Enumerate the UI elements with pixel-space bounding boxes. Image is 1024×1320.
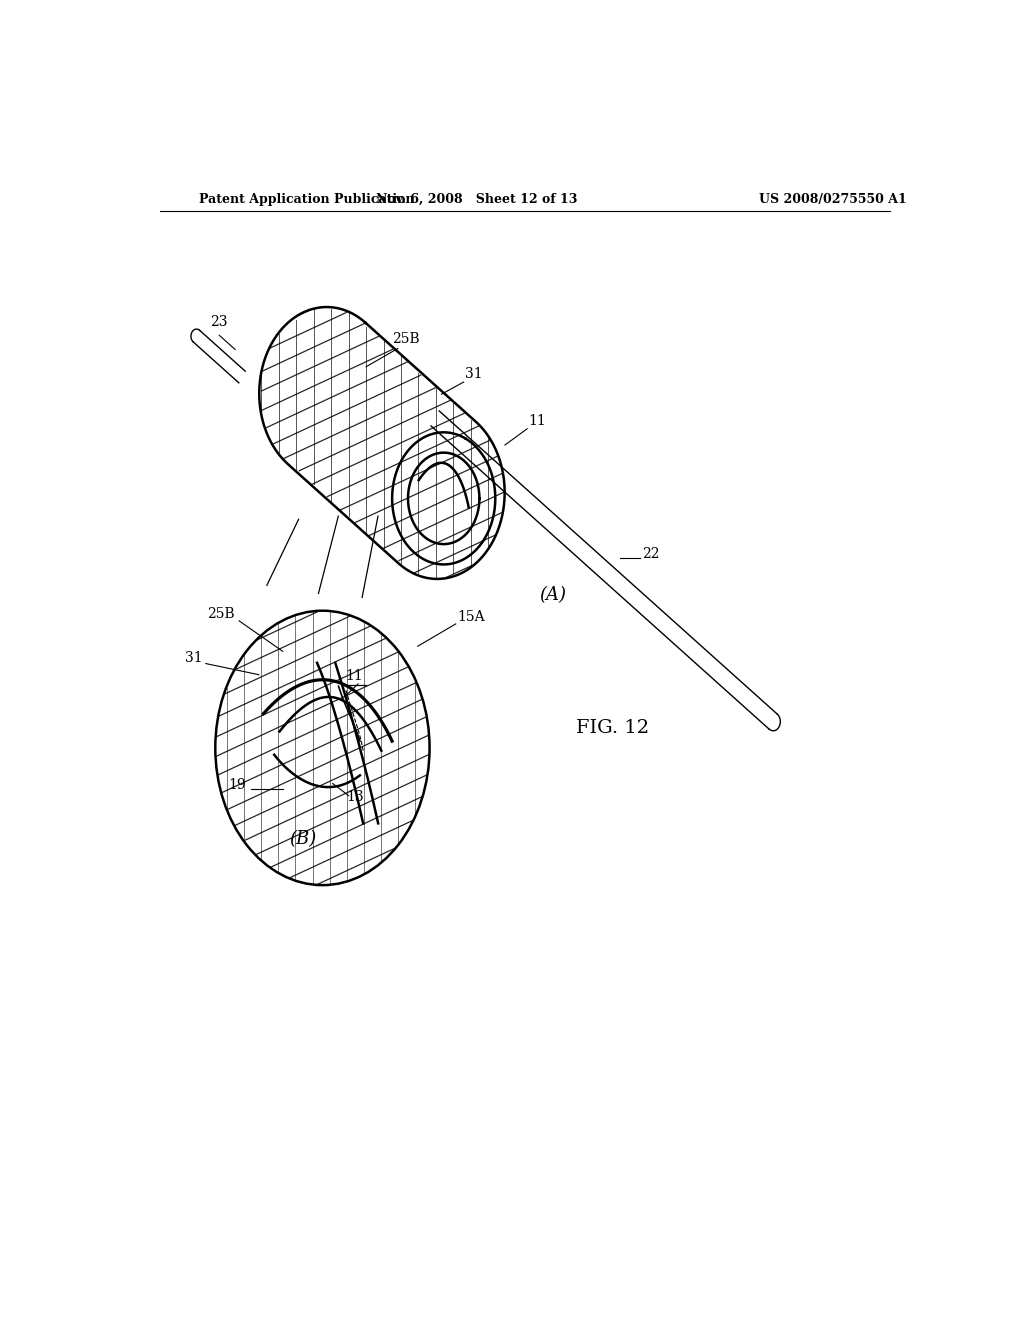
Circle shape	[215, 611, 430, 886]
Text: FIG. 12: FIG. 12	[575, 718, 648, 737]
Text: 31: 31	[185, 651, 203, 664]
Text: 19: 19	[227, 777, 246, 792]
Text: 31: 31	[465, 367, 483, 381]
Text: 11: 11	[528, 413, 547, 428]
Text: 22: 22	[642, 546, 659, 561]
Text: 11: 11	[345, 669, 364, 682]
Text: US 2008/0275550 A1: US 2008/0275550 A1	[759, 193, 906, 206]
Text: Nov. 6, 2008   Sheet 12 of 13: Nov. 6, 2008 Sheet 12 of 13	[377, 193, 578, 206]
Text: Patent Application Publication: Patent Application Publication	[200, 193, 415, 206]
Text: 15A: 15A	[458, 610, 485, 624]
Text: 13: 13	[346, 789, 364, 804]
Text: 23: 23	[211, 315, 228, 329]
Text: (A): (A)	[539, 586, 566, 605]
Text: 25B: 25B	[207, 607, 234, 620]
Text: (B): (B)	[289, 830, 316, 849]
Text: 25B: 25B	[392, 333, 420, 346]
